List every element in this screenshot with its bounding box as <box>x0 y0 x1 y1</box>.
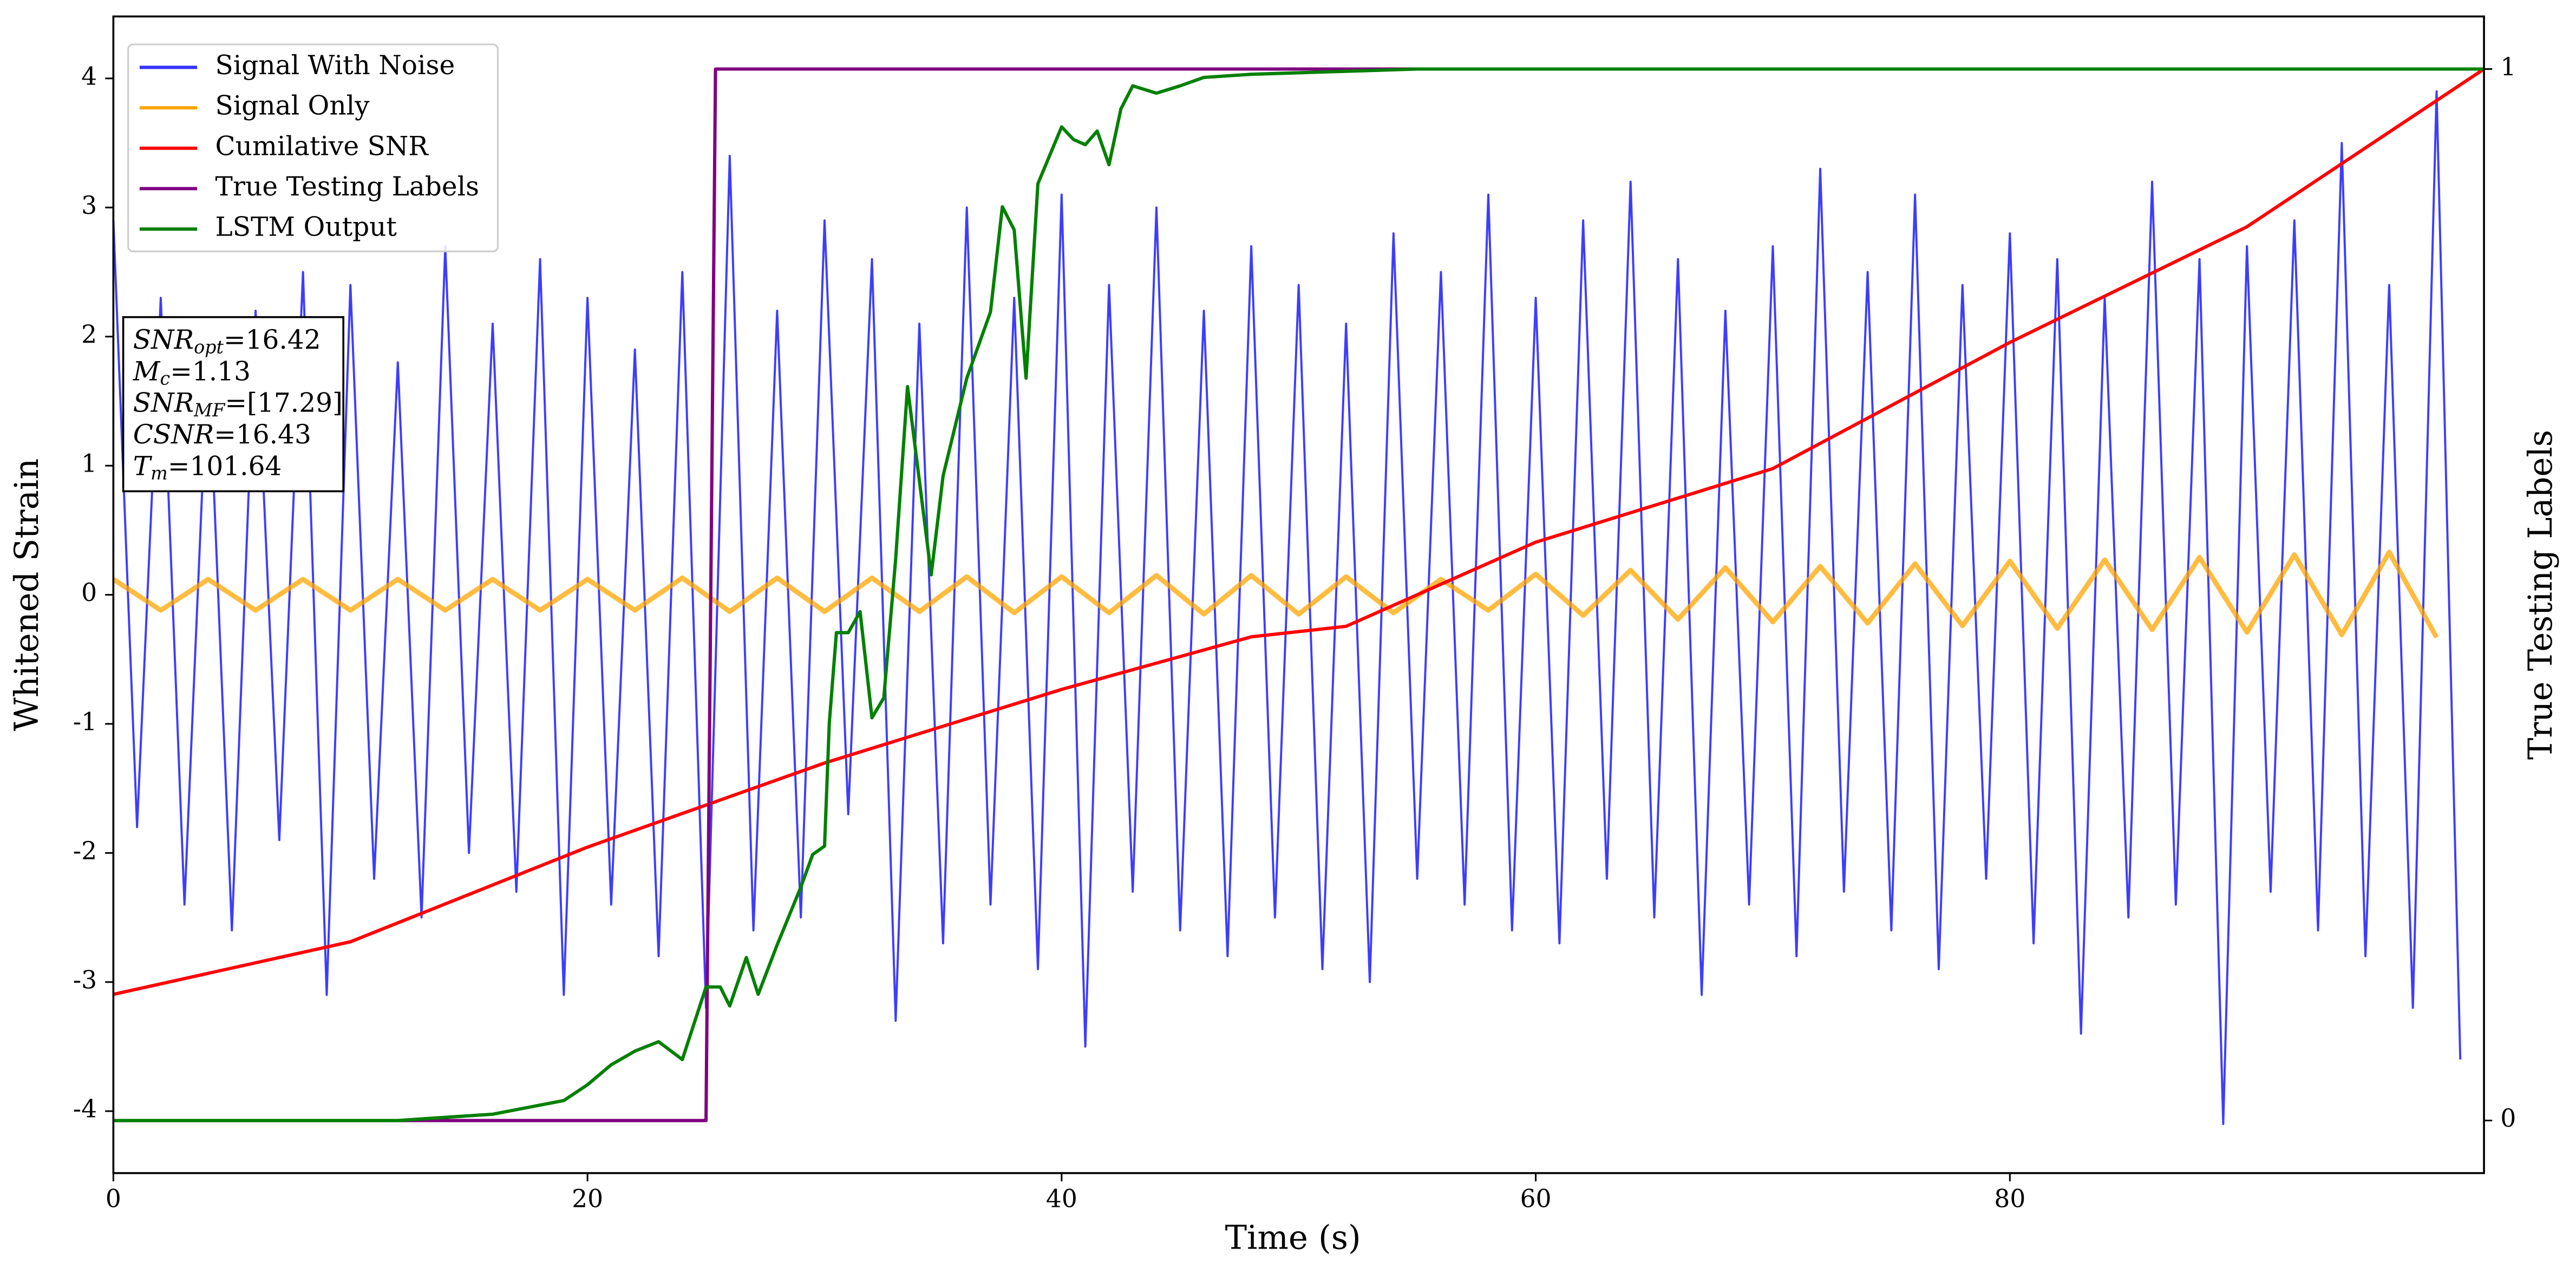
y-tick-label: 3 <box>81 191 97 220</box>
x-tick-label: 80 <box>1994 1185 2025 1213</box>
annotation-line: CSNR=16.43 <box>133 419 311 449</box>
legend-box <box>127 43 499 252</box>
annotation-value: =16.43 <box>214 419 311 449</box>
x-tick-label: 60 <box>1520 1185 1552 1213</box>
x-tick-label: 40 <box>1046 1185 1077 1213</box>
legend-label: True Testing Labels <box>215 172 480 202</box>
series-line <box>113 67 2485 996</box>
series-line <box>112 90 2462 1126</box>
annotation-value: =101.64 <box>168 451 282 481</box>
legend-label: LSTM Output <box>215 212 397 243</box>
y-tick-label: 4 <box>81 62 97 90</box>
annotation-line: Tm=101.64 <box>133 451 282 484</box>
annotation-subscript: MF <box>193 400 226 421</box>
x-axis-title: Time (s) <box>1225 1219 1361 1257</box>
y2-axis-title: True Testing Labels <box>2522 430 2560 760</box>
annotation-symbol: SNR <box>133 325 194 355</box>
annotation-line: SNRopt=16.42 <box>133 325 321 358</box>
annotation-symbol: CSNR <box>133 419 214 449</box>
y-tick-label: 1 <box>81 449 97 478</box>
annotation-symbol: T <box>133 451 153 481</box>
legend-label: Signal Only <box>215 91 370 121</box>
annotation-subscript: opt <box>194 336 224 357</box>
y-tick-label: -4 <box>73 1095 97 1123</box>
annotation-symbol: M <box>133 356 161 387</box>
annotation-line: SNRMF=[17.29] <box>133 388 343 421</box>
annotation-value: =1.13 <box>170 356 251 387</box>
plot-frame <box>112 15 2485 1174</box>
series-line <box>112 550 2439 639</box>
y-axis-title: Whitened Strain <box>8 459 46 731</box>
annotation-subscript: m <box>151 462 168 484</box>
y-tick-label: -1 <box>73 707 97 736</box>
annotation-box <box>122 316 345 493</box>
y-tick-label: 0 <box>81 578 97 607</box>
series-line <box>113 67 2485 1122</box>
y-tick-label: -3 <box>73 965 97 994</box>
y2-tick-label: 1 <box>2500 53 2516 81</box>
annotation-subscript: c <box>160 368 171 389</box>
y-tick-label: -2 <box>73 837 97 865</box>
annotation-value: =[17.29] <box>225 388 343 418</box>
annotation-symbol: SNR <box>133 388 194 418</box>
annotation-value: =16.42 <box>224 325 321 355</box>
y2-tick-label: 0 <box>2500 1104 2516 1133</box>
x-tick-label: 20 <box>572 1185 603 1213</box>
legend-label: Cumilative SNR <box>215 131 429 161</box>
annotation-line: Mc=1.13 <box>133 356 251 389</box>
y-tick-label: 2 <box>81 320 97 349</box>
x-tick-label: 0 <box>106 1185 121 1213</box>
legend-label: Signal With Noise <box>215 50 455 81</box>
